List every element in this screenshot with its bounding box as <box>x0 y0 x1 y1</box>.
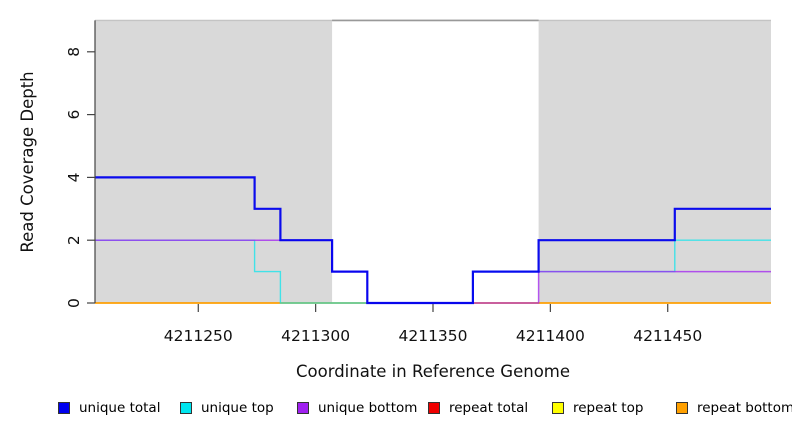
x-tick-label: 4211400 <box>516 327 585 345</box>
axes: 0 2 4 6 8 4211250 4211300 4211350 4211400 4211450 <box>65 20 702 345</box>
x-tick-label: 4211250 <box>164 327 233 345</box>
legend-label: repeat total <box>449 400 529 416</box>
y-tick-label: 6 <box>65 110 83 120</box>
repeat-region-rect <box>95 20 333 304</box>
series-unique-total <box>95 176 771 305</box>
repeat-region-rect <box>538 20 771 304</box>
legend-label: repeat top <box>573 400 644 416</box>
y-axis-title: Read Coverage Depth <box>18 71 37 252</box>
y-tick-label: 8 <box>65 47 83 57</box>
legend-label: unique top <box>201 400 274 416</box>
legend-item-unique-top: unique top <box>180 398 274 418</box>
legend-item-repeat-top: repeat top <box>552 398 643 418</box>
legend-swatch-unique-bottom <box>297 402 309 414</box>
legend-swatch-unique-top <box>180 402 192 414</box>
legend-swatch-repeat-top <box>552 402 564 414</box>
x-axis-title: Coordinate in Reference Genome <box>296 362 570 381</box>
y-tick-label: 4 <box>65 172 83 182</box>
coverage-series <box>95 176 771 305</box>
legend-label: unique total <box>79 400 161 416</box>
y-tick-label: 2 <box>65 235 83 245</box>
repeat-region-shading <box>95 20 771 304</box>
x-tick-label: 4211350 <box>398 327 467 345</box>
legend-label: repeat bottom <box>697 400 792 416</box>
legend-item-unique-total: unique total <box>58 398 160 418</box>
legend-item-repeat-total: repeat total <box>428 398 528 418</box>
legend-label: unique bottom <box>318 400 418 416</box>
legend-swatch-unique-total <box>58 402 70 414</box>
x-tick-label: 4211450 <box>633 327 702 345</box>
legend-swatch-repeat-total <box>428 402 440 414</box>
legend: unique total unique top unique bottom repea… <box>0 398 792 422</box>
legend-item-repeat-bottom: repeat bottom <box>676 398 792 418</box>
legend-swatch-repeat-bottom <box>676 402 688 414</box>
x-tick-label: 4211300 <box>281 327 350 345</box>
y-tick-label: 0 <box>65 298 83 308</box>
legend-item-unique-bottom: unique bottom <box>297 398 417 418</box>
